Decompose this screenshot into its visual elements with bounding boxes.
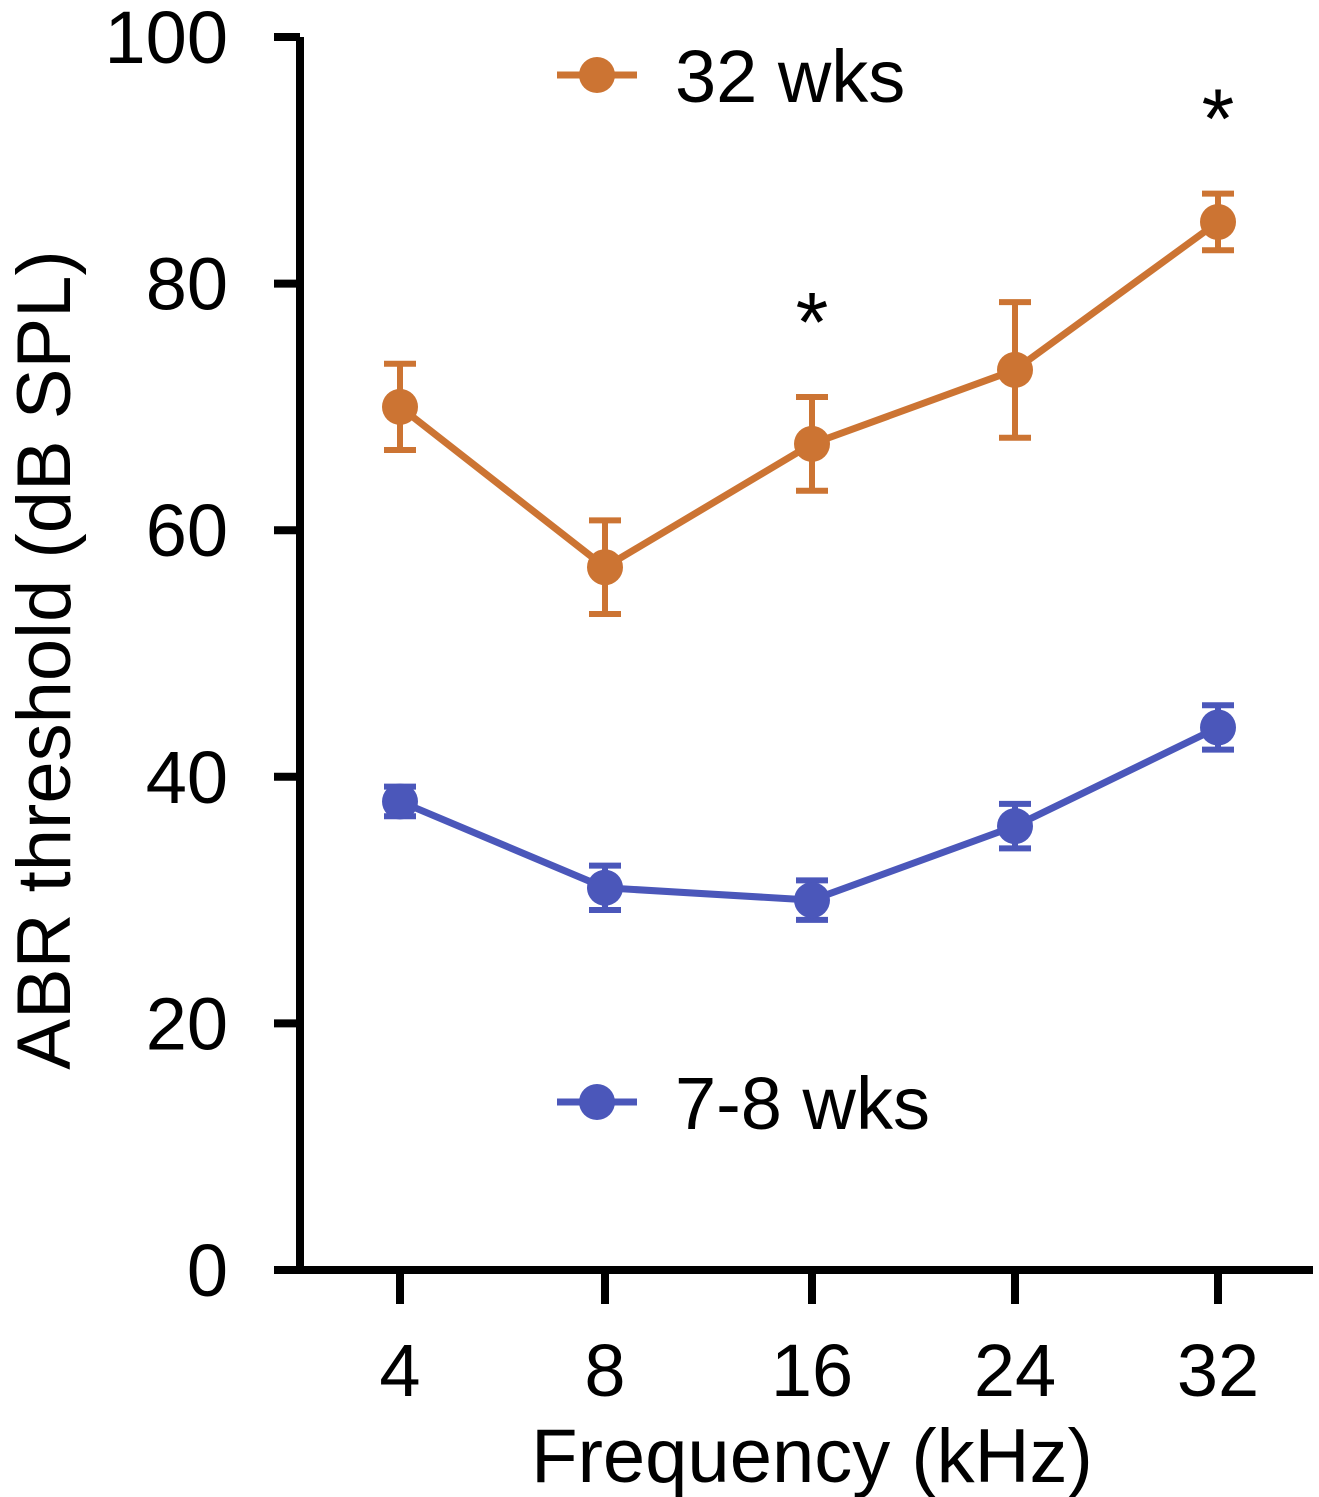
legend-label: 7-8 wks xyxy=(675,1062,930,1145)
data-point xyxy=(1200,203,1236,240)
legend-swatch-marker xyxy=(579,1084,615,1120)
series-layer: ** xyxy=(382,72,1236,923)
legend-item: 7-8 wks xyxy=(557,1062,930,1145)
x-tick-label: 24 xyxy=(974,1329,1056,1412)
y-tick-label: 60 xyxy=(146,489,228,572)
data-point xyxy=(587,869,623,906)
legend-item: 32 wks xyxy=(557,35,905,118)
x-tick-label: 8 xyxy=(584,1329,625,1412)
y-tick-label: 20 xyxy=(146,982,228,1065)
x-tick-label: 16 xyxy=(771,1329,853,1412)
x-tick-label: 4 xyxy=(379,1329,420,1412)
legend: 32 wks 7-8 wks xyxy=(557,35,930,1145)
y-tick-label: 100 xyxy=(105,0,228,79)
axes: 0 20 40 60 80 100 4 8 16 24 32 xyxy=(105,0,1313,1412)
data-point xyxy=(587,549,623,586)
legend-swatch-marker xyxy=(579,57,615,93)
y-axis-title: ABR threshold (dB SPL) xyxy=(2,250,87,1070)
series-7-8-wks xyxy=(382,702,1236,923)
y-tick-label: 0 xyxy=(187,1229,228,1312)
significance-marker: * xyxy=(1202,72,1235,166)
y-tick-label: 40 xyxy=(146,736,228,819)
x-tick-label: 32 xyxy=(1177,1329,1259,1412)
data-point xyxy=(382,783,418,820)
data-point xyxy=(382,388,418,425)
series-32-wks: ** xyxy=(382,72,1236,618)
y-tick-label: 80 xyxy=(146,243,228,326)
data-point xyxy=(794,425,830,462)
data-point xyxy=(997,808,1033,845)
legend-label: 32 wks xyxy=(675,35,905,118)
significance-marker: * xyxy=(796,275,829,369)
data-point xyxy=(997,351,1033,388)
x-axis-title: Frequency (kHz) xyxy=(531,1414,1093,1497)
data-point xyxy=(1200,709,1236,746)
data-point xyxy=(794,882,830,919)
series-line xyxy=(398,724,1220,904)
